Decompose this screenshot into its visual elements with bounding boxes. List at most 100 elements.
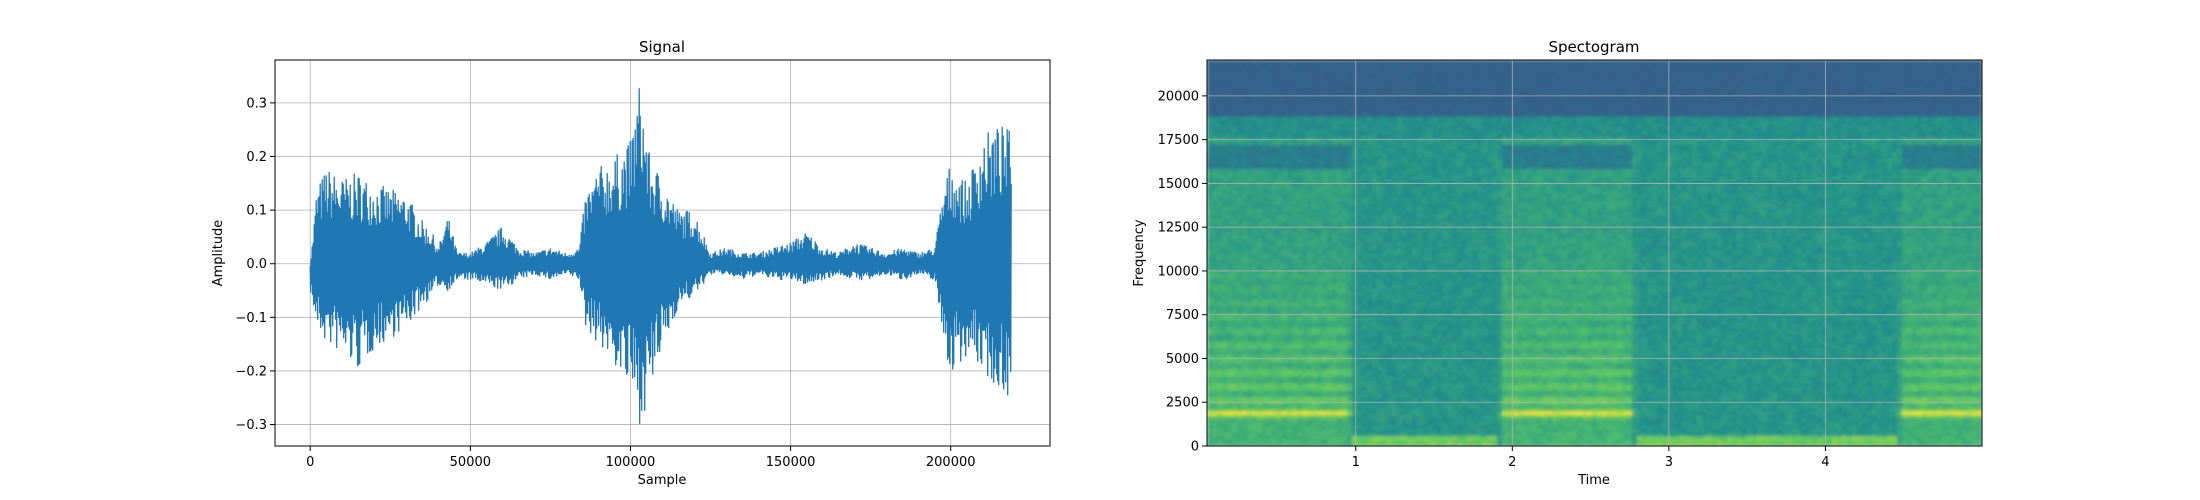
spectrogram-cell [1367,442,1373,446]
spectrogram-cell [1212,337,1218,342]
spectrogram-cell [1402,60,1408,65]
spectrogram-cell [1382,347,1388,352]
spectrogram-cell [1382,263,1388,268]
spectrogram-cell [1297,421,1303,426]
spectrogram-cell [1427,200,1433,205]
spectrogram-cell [1377,91,1383,96]
spectrogram-cell [1362,60,1368,65]
spectrogram-cell [1237,337,1243,342]
spectrogram-cell [1387,277,1393,282]
spectrogram-cell [1412,431,1418,437]
spectrogram-cell [1392,74,1398,79]
spectrogram-cell [1342,189,1348,194]
spectrogram-cell [1247,407,1253,412]
spectrogram-cell [1242,431,1248,437]
spectrogram-cell [1297,379,1303,384]
spectrogram-cell [1382,281,1388,286]
spectrogram-cell [1367,189,1373,194]
spectrogram-cell [1382,358,1388,363]
spectrogram-cell [1227,168,1233,173]
spectrogram-cell [1252,91,1258,96]
spectrogram-cell [1347,442,1353,446]
spectrogram-cell [1337,375,1343,380]
spectrogram-cell [1212,203,1218,208]
spectrogram-cell [1392,358,1398,363]
spectrogram-cell [1362,242,1368,247]
spectrogram-cell [1302,200,1308,205]
spectrogram-cell [1312,361,1318,366]
spectrogram-cell [1212,126,1218,131]
spectrogram-cell [1402,421,1408,426]
spectrogram-cell [1317,253,1323,258]
spectrogram-cell [1262,189,1268,194]
spectrogram-cell [1252,102,1258,107]
spectrogram-cell [1337,242,1343,247]
spectrogram-cell [1397,260,1403,265]
spectrogram-cell [1222,179,1228,184]
spectrogram-cell [1352,337,1358,342]
spectrogram-cell [1247,74,1253,79]
spectrogram-cell [1422,253,1428,258]
spectrogram-cell [1392,403,1398,408]
spectrogram-cell [1382,260,1388,265]
spectrogram-cell [1342,417,1348,423]
spectrogram-cell [1417,165,1423,170]
spectrogram-cell [1222,291,1228,296]
spectrogram-cell [1217,186,1223,191]
spectrogram-cell [1352,60,1358,65]
spectrogram-cell [1287,140,1293,145]
spectrogram-cell [1257,242,1263,247]
spectrogram-cell [1207,442,1213,446]
spectrogram-cell [1237,186,1243,191]
spectrogram-cell [1292,238,1298,244]
spectrogram-cell [1427,435,1433,440]
spectrogram-cell [1367,253,1373,258]
spectrogram-cell [1427,277,1433,282]
spectrogram-cell [1342,410,1348,416]
spectrogram-cell [1222,344,1228,349]
spectrogram-cell [1357,77,1363,82]
spectrogram-cell [1262,291,1268,296]
spectrogram-cell [1227,302,1233,307]
spectrogram-cell [1322,417,1328,423]
spectrogram-cell [1352,186,1358,191]
spectrogram-cell [1352,168,1358,173]
spectrogram-cell [1247,305,1253,310]
spectrogram-cell [1412,231,1418,237]
spectrogram-cell [1227,274,1233,279]
spectrogram-cell [1217,221,1223,226]
signal-x-ticks: 0 50000 100000 150000 200000 [306,446,976,470]
spectrogram-cell [1412,88,1418,93]
spectrogram-cell [1212,147,1218,152]
spectrogram-cell [1287,144,1293,149]
spectrogram-cell [1212,340,1218,345]
spectrogram-cell [1362,326,1368,331]
spectrogram-cell [1242,253,1248,258]
spectrogram-cell [1332,319,1338,324]
spectrogram-cell [1392,154,1398,159]
signal-y-tick-label: 0.0 [246,257,267,272]
spectrogram-cell [1217,95,1223,100]
spectrogram-cell [1262,168,1268,173]
spectrogram-cell [1402,396,1408,401]
spectrogram-cell [1287,200,1293,205]
spectrogram-cell [1307,182,1313,187]
spectrogram-cell [1407,175,1413,180]
spectrogram-cell [1407,231,1413,237]
spectrogram-cell [1322,382,1328,387]
spectrogram-cell [1232,235,1238,240]
spectrogram-cell [1207,354,1213,359]
spectrogram-cell [1397,351,1403,356]
spectrogram-cell [1327,217,1333,223]
spectrogram-cell [1367,291,1373,296]
spectrogram-cell [1397,151,1403,156]
spectrogram-cell [1417,231,1423,237]
spectrogram-cell [1387,256,1393,261]
spectrogram-cell [1262,179,1268,184]
spectrogram-cell [1232,410,1238,416]
spectrogram-cell [1402,168,1408,173]
spectrogram-cell [1307,379,1313,384]
spectrogram-cell [1222,284,1228,289]
spectrogram-cell [1242,379,1248,384]
spectrogram-cell [1317,344,1323,349]
